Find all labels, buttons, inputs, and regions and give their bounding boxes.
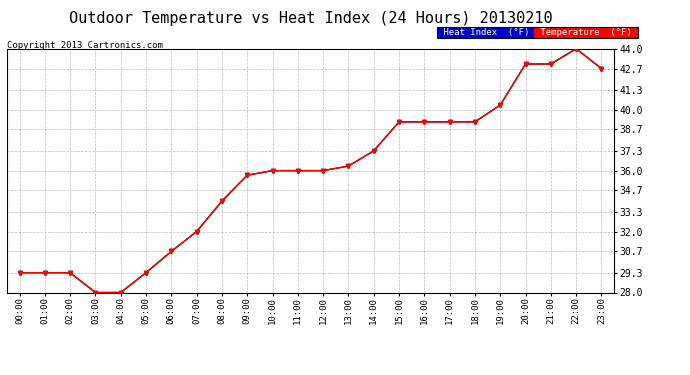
Text: Temperature  (°F): Temperature (°F) [535,28,637,37]
Text: Copyright 2013 Cartronics.com: Copyright 2013 Cartronics.com [7,41,163,50]
Text: Heat Index  (°F): Heat Index (°F) [438,28,535,37]
Text: Outdoor Temperature vs Heat Index (24 Hours) 20130210: Outdoor Temperature vs Heat Index (24 Ho… [69,11,552,26]
